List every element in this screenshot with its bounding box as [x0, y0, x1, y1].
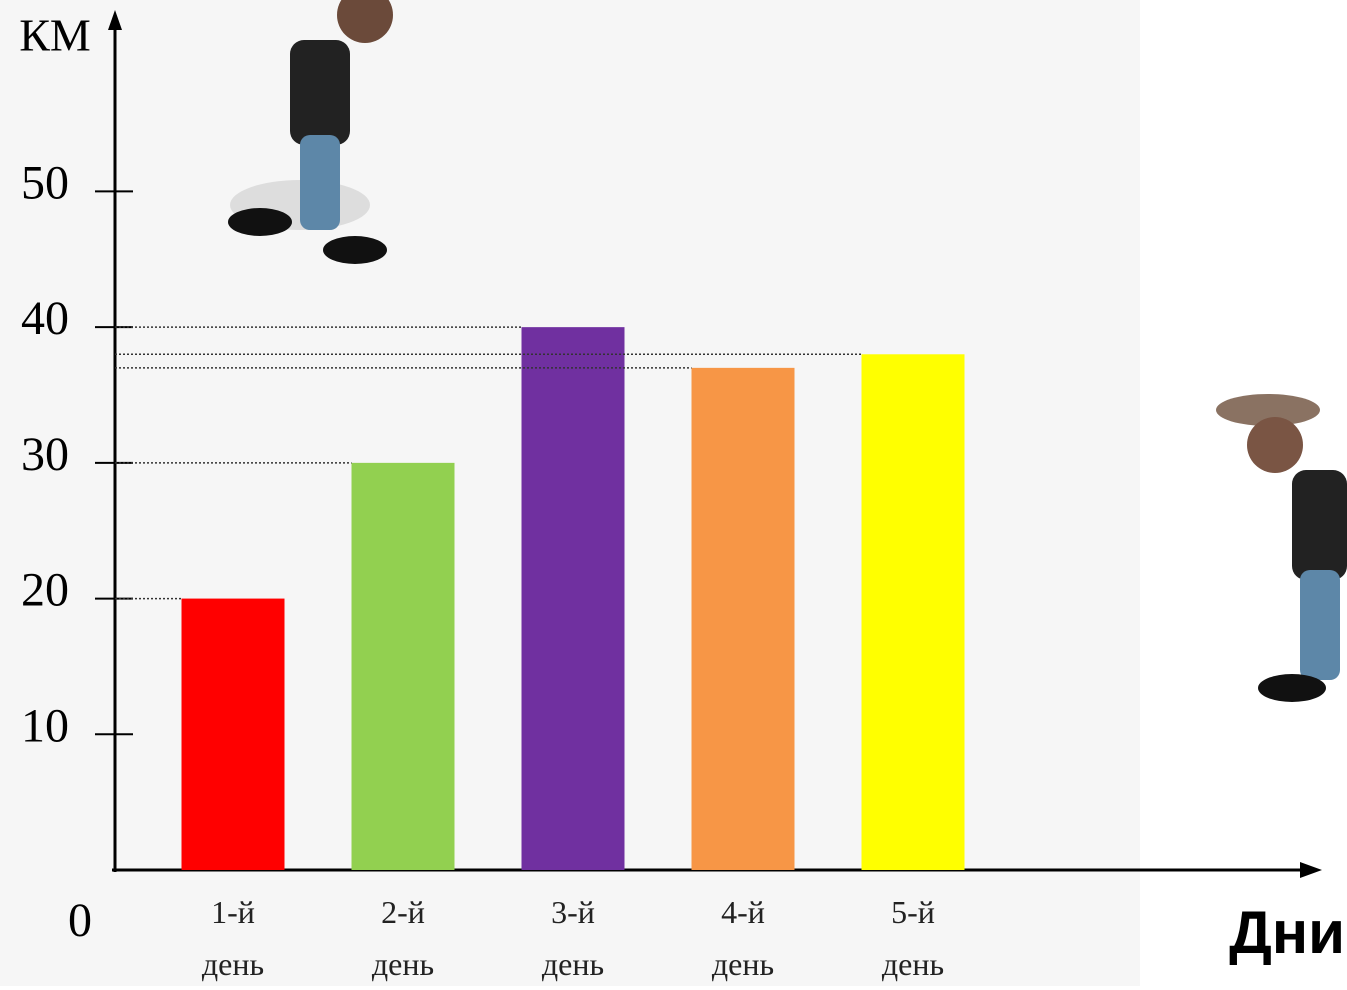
- x-tick-label: 4-й день: [711, 894, 775, 982]
- x-axis-arrow: [1300, 862, 1322, 878]
- bar: [351, 462, 455, 870]
- x-tick-label: 5-й день: [881, 894, 945, 982]
- x-tick-label: 3-й день: [541, 894, 605, 982]
- x-tick-label: 1-й день: [201, 894, 265, 982]
- bar: [181, 598, 285, 870]
- figure-right: [1216, 394, 1347, 702]
- y-tick-label: 30: [21, 428, 69, 481]
- y-tick-label: 20: [21, 564, 69, 617]
- bar: [521, 327, 625, 871]
- y-tick-label: 0: [68, 894, 92, 947]
- x-axis-label: Дни: [1229, 899, 1345, 966]
- bar: [861, 354, 965, 870]
- y-tick-label: 50: [21, 156, 69, 209]
- y-tick-label: 10: [21, 699, 69, 752]
- y-axis-label: КМ: [19, 10, 91, 61]
- bar: [691, 367, 795, 870]
- y-tick-label: 40: [21, 292, 69, 345]
- x-tick-label: 2-й день: [371, 894, 435, 982]
- y-axis-arrow: [108, 10, 122, 30]
- figure-top: [228, 0, 393, 264]
